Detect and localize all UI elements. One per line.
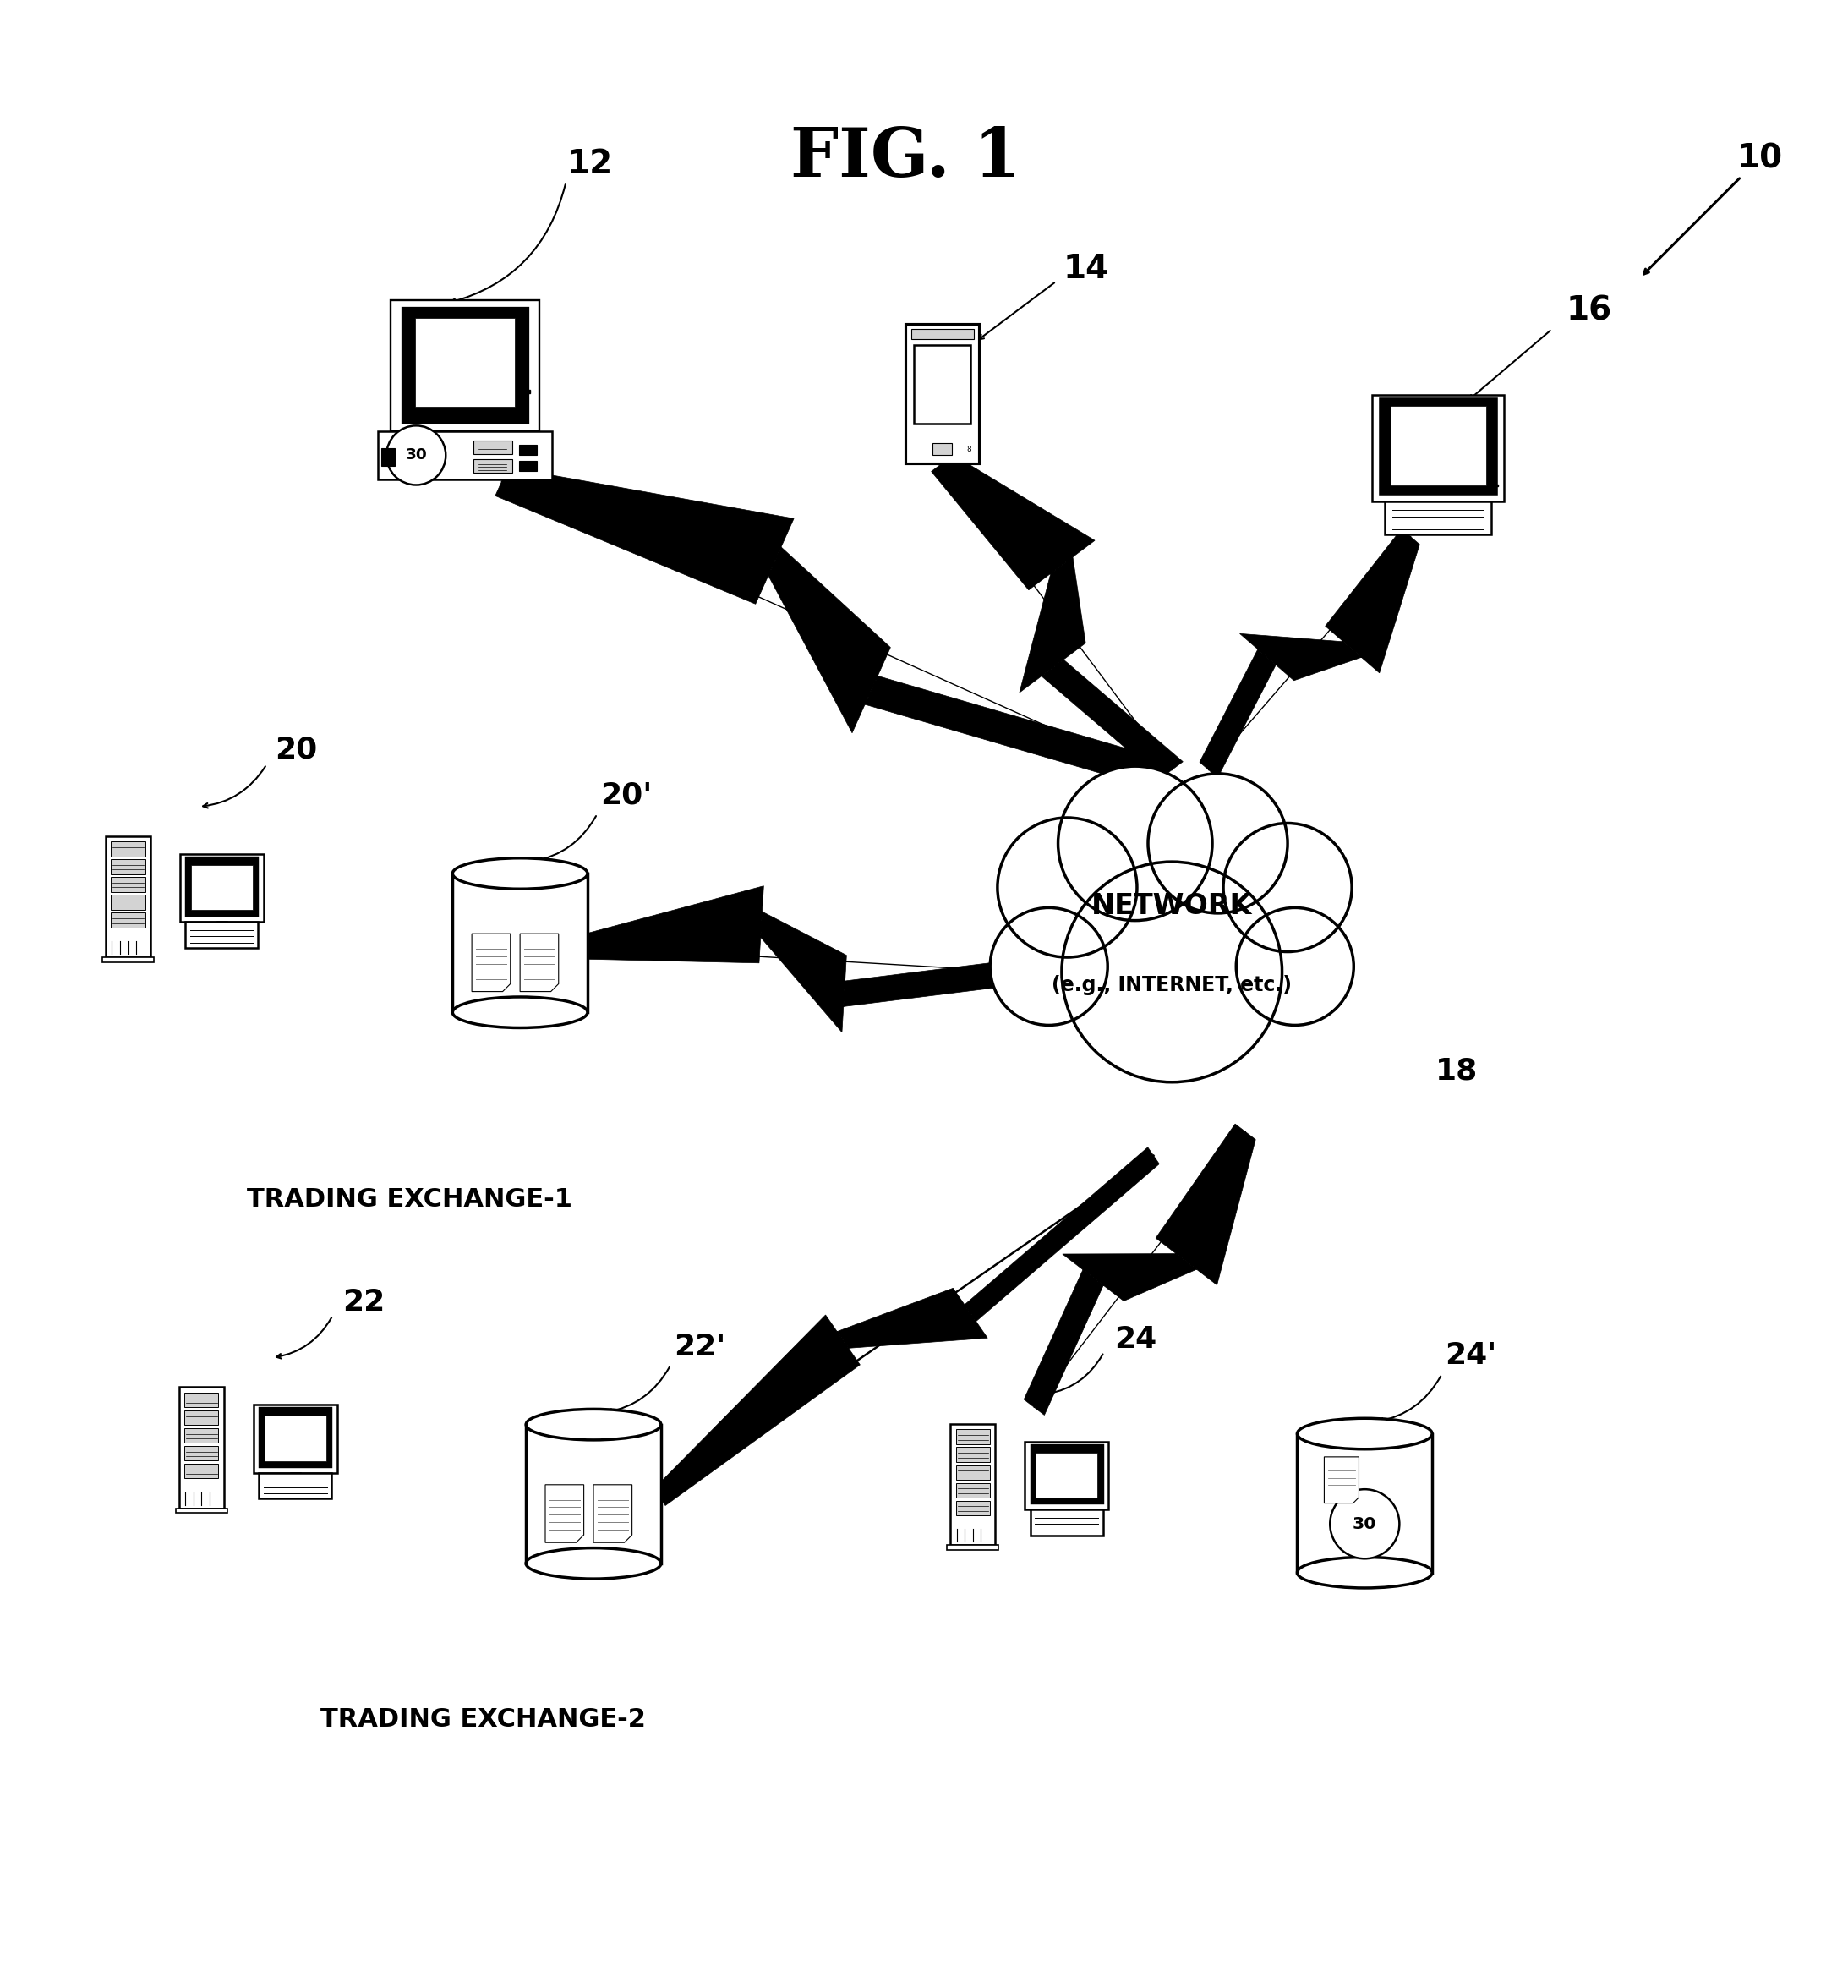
FancyBboxPatch shape bbox=[185, 1463, 218, 1479]
FancyBboxPatch shape bbox=[416, 318, 514, 406]
FancyBboxPatch shape bbox=[111, 912, 144, 926]
FancyBboxPatch shape bbox=[259, 1473, 331, 1499]
Text: NETWORK: NETWORK bbox=[1092, 893, 1253, 920]
Polygon shape bbox=[471, 934, 510, 992]
Text: (e.g., INTERNET, etc.): (e.g., INTERNET, etc.) bbox=[1052, 974, 1292, 994]
Circle shape bbox=[991, 909, 1107, 1026]
Circle shape bbox=[386, 425, 445, 485]
FancyBboxPatch shape bbox=[111, 859, 144, 875]
Circle shape bbox=[1236, 909, 1355, 1026]
FancyBboxPatch shape bbox=[1380, 400, 1495, 493]
FancyBboxPatch shape bbox=[264, 1415, 325, 1461]
Text: 16: 16 bbox=[1565, 294, 1611, 326]
FancyBboxPatch shape bbox=[390, 300, 540, 431]
Ellipse shape bbox=[527, 1549, 662, 1578]
Ellipse shape bbox=[1297, 1417, 1432, 1449]
Circle shape bbox=[998, 817, 1137, 958]
FancyBboxPatch shape bbox=[261, 1408, 331, 1467]
FancyBboxPatch shape bbox=[381, 449, 395, 465]
FancyBboxPatch shape bbox=[955, 1429, 991, 1443]
FancyBboxPatch shape bbox=[179, 853, 264, 922]
Text: 22: 22 bbox=[342, 1288, 384, 1316]
FancyBboxPatch shape bbox=[955, 1501, 991, 1515]
Circle shape bbox=[1223, 823, 1353, 952]
FancyBboxPatch shape bbox=[473, 459, 512, 473]
Text: FIG. 1: FIG. 1 bbox=[791, 125, 1020, 191]
Text: 24': 24' bbox=[1445, 1342, 1497, 1370]
Text: TRADING EXCHANGE-2: TRADING EXCHANGE-2 bbox=[320, 1708, 647, 1732]
Text: TRADING EXCHANGE-1: TRADING EXCHANGE-1 bbox=[248, 1187, 573, 1213]
FancyBboxPatch shape bbox=[915, 344, 970, 423]
FancyBboxPatch shape bbox=[185, 922, 259, 948]
FancyBboxPatch shape bbox=[190, 865, 253, 911]
Circle shape bbox=[1063, 861, 1283, 1081]
Polygon shape bbox=[586, 887, 1020, 1032]
FancyBboxPatch shape bbox=[179, 1388, 224, 1509]
FancyBboxPatch shape bbox=[1031, 1445, 1101, 1503]
Text: 8: 8 bbox=[967, 445, 972, 453]
FancyBboxPatch shape bbox=[111, 895, 144, 911]
Text: 30: 30 bbox=[405, 447, 427, 463]
Ellipse shape bbox=[1297, 1557, 1432, 1588]
FancyBboxPatch shape bbox=[1297, 1433, 1432, 1573]
FancyBboxPatch shape bbox=[185, 1411, 218, 1425]
FancyBboxPatch shape bbox=[253, 1406, 338, 1473]
Polygon shape bbox=[1024, 1123, 1255, 1415]
Circle shape bbox=[1059, 765, 1212, 920]
Text: 24: 24 bbox=[1114, 1324, 1157, 1354]
Circle shape bbox=[1148, 773, 1288, 912]
FancyBboxPatch shape bbox=[527, 1425, 662, 1563]
FancyBboxPatch shape bbox=[473, 441, 512, 455]
Polygon shape bbox=[519, 934, 558, 992]
Text: 30: 30 bbox=[1353, 1517, 1377, 1533]
Polygon shape bbox=[495, 467, 1151, 783]
Text: 20: 20 bbox=[275, 736, 318, 763]
FancyBboxPatch shape bbox=[946, 1545, 998, 1551]
Polygon shape bbox=[654, 1147, 1159, 1505]
Text: 18: 18 bbox=[1436, 1058, 1478, 1085]
FancyBboxPatch shape bbox=[377, 431, 553, 479]
Ellipse shape bbox=[527, 1409, 662, 1439]
FancyBboxPatch shape bbox=[519, 461, 536, 471]
FancyBboxPatch shape bbox=[176, 1509, 227, 1513]
FancyBboxPatch shape bbox=[933, 443, 952, 455]
FancyBboxPatch shape bbox=[187, 857, 257, 914]
Ellipse shape bbox=[453, 859, 588, 889]
FancyBboxPatch shape bbox=[453, 873, 588, 1012]
FancyBboxPatch shape bbox=[519, 445, 536, 455]
Text: 10: 10 bbox=[1737, 143, 1781, 175]
FancyBboxPatch shape bbox=[1384, 501, 1491, 535]
FancyBboxPatch shape bbox=[1371, 396, 1504, 501]
FancyBboxPatch shape bbox=[950, 1423, 996, 1545]
FancyBboxPatch shape bbox=[403, 308, 527, 421]
FancyBboxPatch shape bbox=[185, 1394, 218, 1408]
Circle shape bbox=[1331, 1489, 1399, 1559]
Polygon shape bbox=[593, 1485, 632, 1543]
FancyBboxPatch shape bbox=[102, 958, 153, 962]
FancyBboxPatch shape bbox=[906, 324, 979, 463]
Polygon shape bbox=[931, 455, 1183, 777]
FancyBboxPatch shape bbox=[1390, 406, 1486, 485]
FancyBboxPatch shape bbox=[185, 1427, 218, 1443]
Polygon shape bbox=[1199, 529, 1419, 777]
FancyBboxPatch shape bbox=[955, 1483, 991, 1497]
FancyBboxPatch shape bbox=[955, 1447, 991, 1461]
FancyBboxPatch shape bbox=[1035, 1453, 1098, 1497]
FancyBboxPatch shape bbox=[1029, 1509, 1103, 1535]
Text: 14: 14 bbox=[1063, 252, 1109, 284]
FancyBboxPatch shape bbox=[105, 837, 152, 958]
Text: 22': 22' bbox=[675, 1332, 726, 1362]
FancyBboxPatch shape bbox=[185, 1445, 218, 1461]
Polygon shape bbox=[545, 1485, 584, 1543]
FancyBboxPatch shape bbox=[1024, 1441, 1109, 1509]
FancyBboxPatch shape bbox=[911, 330, 974, 340]
Text: 12: 12 bbox=[567, 147, 614, 179]
Text: 20': 20' bbox=[601, 781, 652, 809]
FancyBboxPatch shape bbox=[955, 1465, 991, 1479]
Polygon shape bbox=[1325, 1457, 1358, 1503]
FancyBboxPatch shape bbox=[111, 877, 144, 893]
FancyBboxPatch shape bbox=[111, 841, 144, 857]
Ellipse shape bbox=[453, 996, 588, 1028]
